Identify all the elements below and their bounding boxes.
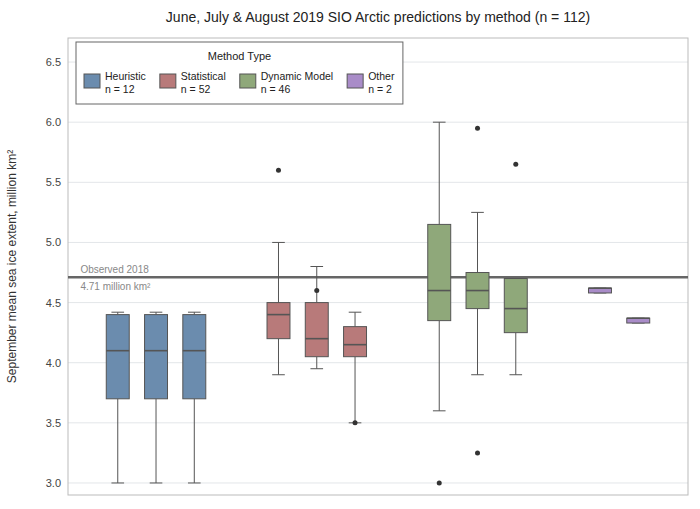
whisker-cap (111, 482, 124, 483)
legend-entry: Heuristicn = 12 (105, 70, 146, 95)
whisker (316, 357, 317, 369)
whisker (439, 321, 440, 411)
legend-swatch (160, 74, 176, 88)
whisker-cap (150, 312, 163, 313)
observed-label: 4.71 million km² (80, 281, 151, 292)
median (466, 290, 489, 292)
whisker (316, 267, 317, 303)
legend-title: Method Type (208, 50, 271, 62)
flier (437, 480, 442, 485)
y-tick-label: 3.5 (46, 417, 61, 429)
y-tick-label: 3.0 (46, 477, 61, 489)
y-tick-label: 6.5 (46, 56, 61, 68)
median (267, 314, 290, 316)
y-tick-label: 5.0 (46, 236, 61, 248)
whisker (278, 242, 279, 302)
grid-line (68, 302, 688, 303)
whisker-cap (433, 122, 446, 123)
whisker-cap (509, 374, 522, 375)
whisker-cap (188, 312, 201, 313)
y-tick-label: 6.0 (46, 116, 61, 128)
y-tick-label: 5.5 (46, 176, 61, 188)
legend-swatch (84, 74, 100, 88)
box (305, 303, 328, 357)
whisker-cap (111, 312, 124, 313)
grid-line (68, 482, 688, 483)
whisker (515, 333, 516, 375)
whisker (355, 357, 356, 423)
grid-line (68, 122, 688, 123)
whisker-cap (188, 482, 201, 483)
flier (513, 162, 518, 167)
whisker-cap (433, 410, 446, 411)
whisker-cap (310, 368, 323, 369)
whisker-cap (471, 374, 484, 375)
box (183, 315, 206, 399)
flier (353, 420, 358, 425)
observed-label: Observed 2018 (80, 264, 149, 275)
median (145, 350, 168, 352)
box (106, 315, 129, 399)
box (428, 224, 451, 320)
whisker (117, 399, 118, 483)
whisker (355, 312, 356, 326)
grid-line (68, 242, 688, 243)
whisker (194, 399, 195, 483)
plot-frame (68, 38, 688, 495)
whisker-cap (150, 482, 163, 483)
whisker (477, 309, 478, 375)
whisker-cap (310, 266, 323, 267)
flier (475, 126, 480, 131)
box (588, 288, 611, 293)
median (106, 350, 129, 352)
legend-swatch (240, 74, 256, 88)
grid-line (68, 422, 688, 423)
box (466, 273, 489, 309)
y-tick-label: 4.0 (46, 357, 61, 369)
plot-area (68, 122, 688, 485)
whisker (439, 122, 440, 224)
flier (475, 450, 480, 455)
median (183, 350, 206, 352)
median (588, 287, 611, 289)
whisker-cap (272, 374, 285, 375)
y-axis-label: September mean sea ice extent, million k… (5, 150, 19, 383)
y-tick-label: 4.5 (46, 297, 61, 309)
legend-entry: Othern = 2 (368, 70, 395, 95)
legend: Method Type Heuristicn = 12 Statisticaln =… (76, 42, 403, 104)
legend-entry: Dynamic Modeln = 46 (261, 70, 333, 95)
box (145, 315, 168, 399)
box (267, 303, 290, 339)
flier (276, 168, 281, 173)
chart-title: June, July & August 2019 SIO Arctic pred… (166, 9, 590, 25)
legend-frame (76, 42, 403, 104)
whisker-cap (471, 212, 484, 213)
box (504, 279, 527, 333)
whisker-cap (349, 312, 362, 313)
grid-line (68, 182, 688, 183)
observed-line (68, 276, 688, 279)
legend-swatch (347, 74, 363, 88)
median (428, 290, 451, 292)
whisker (477, 212, 478, 272)
box (344, 327, 367, 357)
whisker (278, 339, 279, 375)
whisker (156, 399, 157, 483)
legend-entry: Statisticaln = 52 (181, 70, 226, 95)
median (504, 308, 527, 310)
median (344, 344, 367, 346)
median (627, 317, 650, 319)
whisker-cap (272, 242, 285, 243)
flier (314, 288, 319, 293)
box (627, 318, 650, 323)
median (305, 338, 328, 340)
